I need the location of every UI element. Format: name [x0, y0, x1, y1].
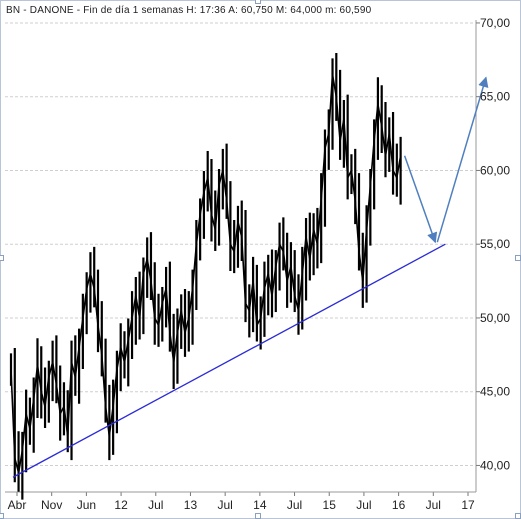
- y-tick-label: 70,00: [480, 16, 510, 30]
- y-tick-label: 55,00: [480, 237, 510, 251]
- x-tick-label: Jun: [77, 498, 96, 512]
- price-series: [9, 53, 402, 500]
- y-tick-label: 50,00: [480, 311, 510, 325]
- x-tick-label: 15: [323, 498, 337, 512]
- y-tick-label: 40,00: [480, 458, 510, 472]
- projection-arrow-down: [403, 155, 438, 244]
- price-line: [10, 73, 402, 474]
- y-tick-label: 60,00: [480, 163, 510, 177]
- resize-handle-bottom-left[interactable]: [0, 513, 4, 519]
- chart-header: BN - DANONE - Fin de día 1 semanas H: 17…: [6, 5, 375, 16]
- x-tick-label: Nov: [41, 498, 62, 512]
- x-tick-label: Abr: [8, 498, 27, 512]
- projection-arrow-up: [436, 76, 489, 243]
- x-tick-label: Jul: [217, 498, 232, 512]
- x-tick-label: Jul: [287, 498, 302, 512]
- resize-handle-left[interactable]: [0, 255, 4, 261]
- resize-handle-right[interactable]: [515, 255, 521, 261]
- projection-arrow-layer: [403, 76, 489, 244]
- support-trendline-layer: [12, 243, 446, 478]
- x-tick-label: 12: [114, 498, 128, 512]
- resize-handle-bottom-right[interactable]: [515, 513, 521, 519]
- x-tick-label: 16: [392, 498, 406, 512]
- x-tick-label: 17: [461, 498, 475, 512]
- x-tick-label: 14: [253, 498, 267, 512]
- x-tick-label: Jul: [148, 498, 163, 512]
- x-tick-label: Jul: [426, 498, 441, 512]
- resize-handle-top[interactable]: [255, 0, 261, 4]
- support-trendline: [12, 243, 446, 478]
- y-tick-label: 65,00: [480, 90, 510, 104]
- y-axis-ticks: 40,00 45,00 50,00 55,00 60,00 65,00 70,00: [480, 16, 510, 473]
- x-tick-label: 13: [184, 498, 198, 512]
- y-tick-label: 45,00: [480, 385, 510, 399]
- x-tick-label: Jul: [356, 498, 371, 512]
- resize-handle-bottom[interactable]: [255, 513, 261, 519]
- x-axis-ticks: Abr Nov Jun 12 Jul 13 Jul 14 Jul 15 Jul 16 Jul 17: [8, 498, 475, 512]
